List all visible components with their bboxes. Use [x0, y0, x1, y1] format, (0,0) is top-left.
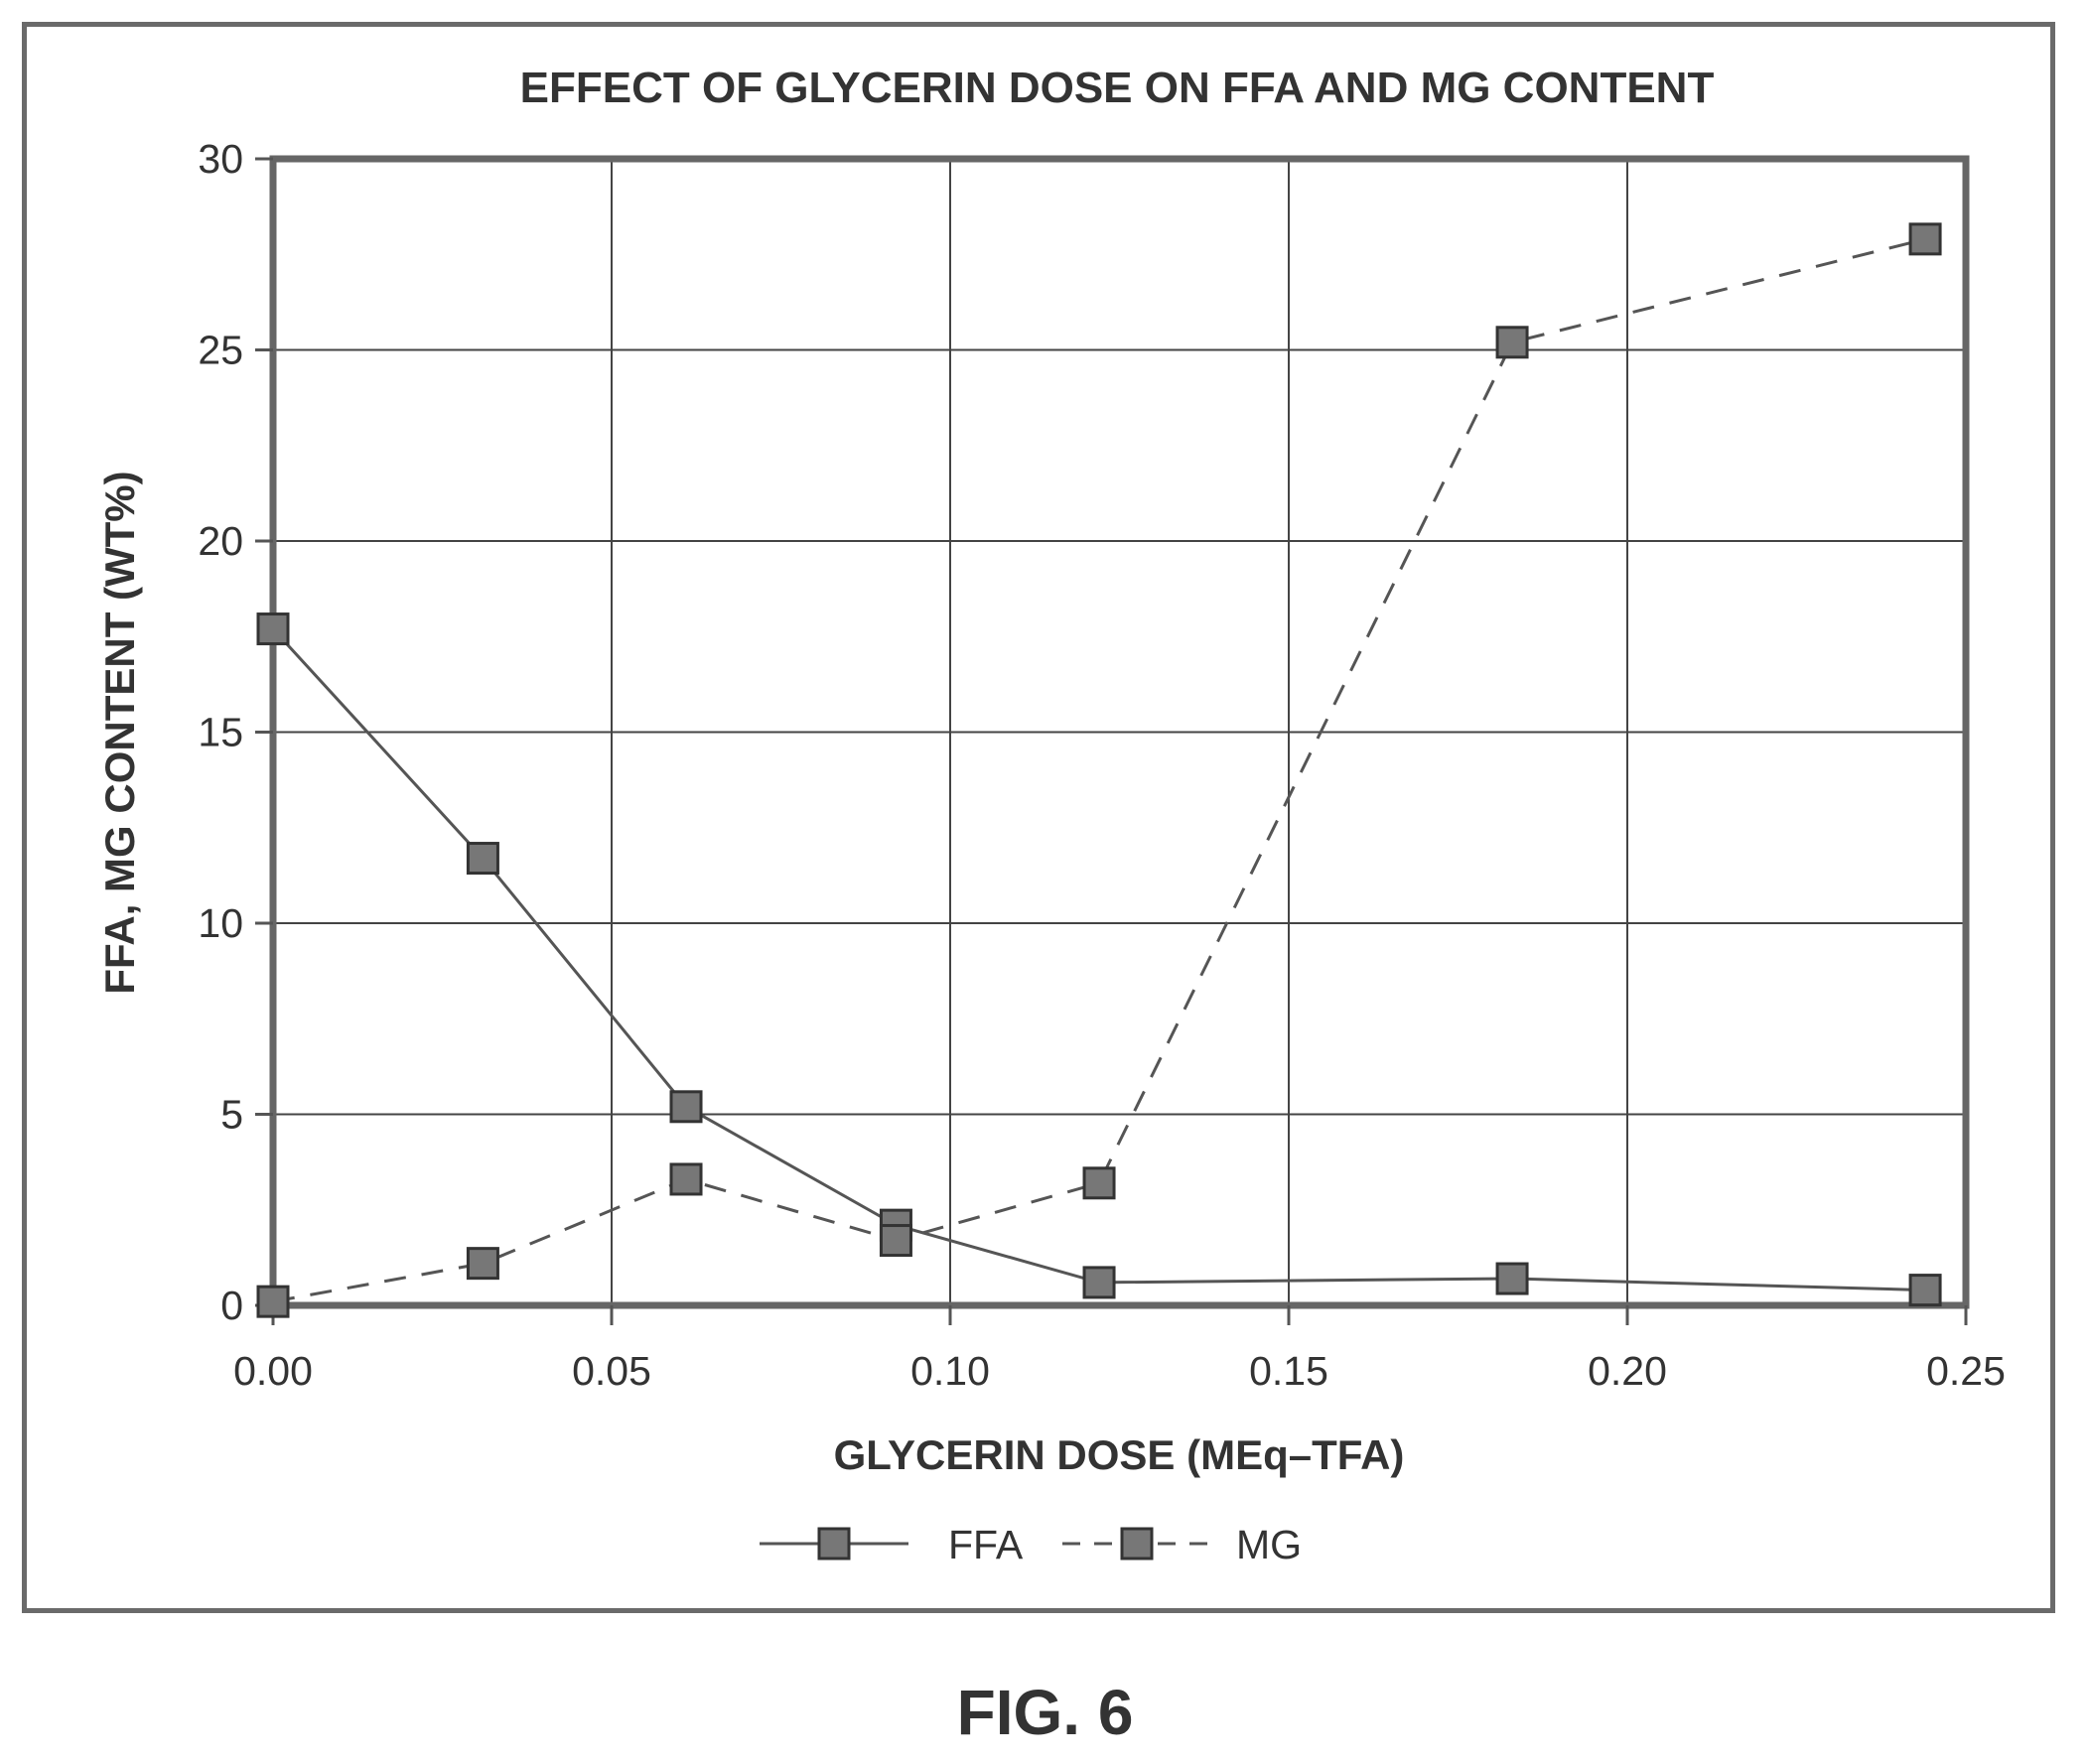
- ffa-point: [1495, 1262, 1529, 1295]
- legend: FFA MG: [760, 1522, 1302, 1567]
- legend-label-mg: MG: [1236, 1522, 1302, 1567]
- figure-caption: FIG. 6: [956, 1677, 1134, 1748]
- y-axis-label: FFA, MG CONTENT (WT%): [96, 471, 143, 994]
- x-axis-label: GLYCERIN DOSE (MEq–TFA): [834, 1431, 1405, 1478]
- x-tick-label: 0.10: [910, 1348, 990, 1394]
- y-axis-ticks: 0 5 10 15 20 25 30: [198, 136, 273, 1328]
- legend-item-ffa: FFA: [760, 1522, 1024, 1567]
- mg-point: [256, 1285, 290, 1318]
- ffa-point: [1908, 1274, 1942, 1307]
- mg-point: [466, 1247, 499, 1281]
- ffa-series: [256, 612, 1942, 1307]
- ffa-point: [1082, 1266, 1116, 1299]
- chart-frame: [22, 22, 2055, 1613]
- y-tick-label: 25: [198, 328, 243, 373]
- mg-point: [879, 1224, 912, 1258]
- mg-point: [669, 1162, 703, 1196]
- x-tick-label: 0.00: [233, 1348, 313, 1394]
- ffa-point: [466, 842, 499, 876]
- mg-line: [272, 237, 1926, 1303]
- series-layer: [256, 222, 1942, 1318]
- legend-label-ffa: FFA: [948, 1522, 1024, 1567]
- ffa-point: [256, 612, 290, 646]
- legend-item-mg: MG: [1062, 1522, 1302, 1567]
- y-tick-label: 0: [220, 1283, 243, 1328]
- x-tick-label: 0.20: [1588, 1348, 1667, 1394]
- x-tick-label: 0.25: [1926, 1348, 2006, 1394]
- mg-point: [1908, 222, 1942, 256]
- x-tick-label: 0.15: [1249, 1348, 1328, 1394]
- ffa-point: [669, 1090, 703, 1124]
- y-tick-label: 5: [220, 1092, 243, 1138]
- legend-marker-mg: [1120, 1527, 1154, 1560]
- mg-point: [1495, 326, 1529, 359]
- chart: EFFECT OF GLYCERIN DOSE ON FFA AND MG CO…: [96, 64, 2006, 1567]
- grid: [273, 159, 1966, 1305]
- y-tick-label: 20: [198, 518, 243, 564]
- x-axis-ticks: 0.00 0.05 0.10 0.15 0.20 0.25: [233, 1305, 2006, 1394]
- chart-title: EFFECT OF GLYCERIN DOSE ON FFA AND MG CO…: [520, 64, 1715, 112]
- y-tick-label: 15: [198, 710, 243, 755]
- mg-series: [256, 222, 1942, 1318]
- y-tick-label: 30: [198, 136, 243, 182]
- mg-point: [1082, 1166, 1116, 1200]
- x-tick-label: 0.05: [572, 1348, 651, 1394]
- y-tick-label: 10: [198, 900, 243, 946]
- legend-marker-ffa: [817, 1527, 851, 1560]
